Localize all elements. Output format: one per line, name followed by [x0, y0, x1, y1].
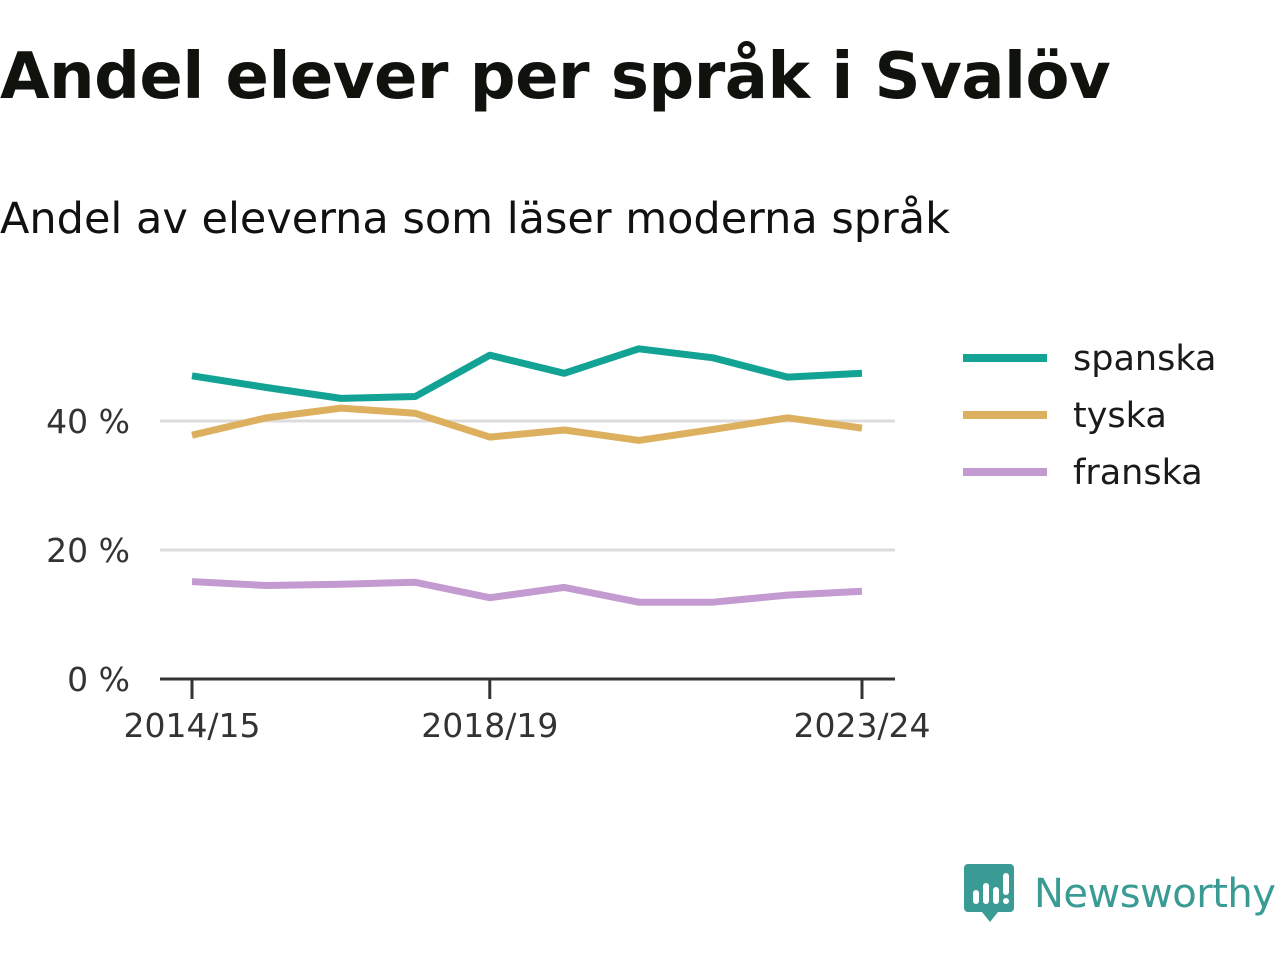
legend-label: franska [1073, 453, 1203, 493]
y-tick-label: 20 % [46, 531, 130, 570]
legend-item-tyska: tyska [963, 396, 1167, 436]
grid-lines [160, 419, 895, 552]
line-chart: 0 % 20 % 40 % 2014/15 2018/19 2023/24 spansk… [46, 339, 1216, 745]
x-tick-label: 2014/15 [123, 706, 260, 745]
logo-text: Newsworthy [1034, 871, 1276, 917]
legend-label: tyska [1073, 396, 1167, 436]
series-line-spanska [191, 345, 863, 402]
y-tick-label: 40 % [46, 402, 130, 441]
legend-label: spanska [1073, 339, 1216, 379]
series-line-franska [191, 578, 863, 606]
y-tick-label: 0 % [67, 660, 130, 699]
newsworthy-bar-chart-icon [964, 864, 1014, 922]
x-tick-label: 2023/24 [793, 706, 930, 745]
legend-item-franska: franska [963, 453, 1203, 493]
y-axis-tick-labels: 0 % 20 % 40 % [46, 402, 130, 699]
x-tick-label: 2018/19 [421, 706, 558, 745]
newsworthy-logo[interactable]: Newsworthy [964, 864, 1276, 924]
chart-title: Andel elever per språk i Svalöv [0, 40, 1111, 114]
legend-item-spanska: spanska [963, 339, 1216, 379]
x-axis-tick-labels: 2014/15 2018/19 2023/24 [123, 679, 931, 745]
legend: spanska tyska franska [963, 339, 1216, 493]
chart-subtitle: Andel av eleverna som läser moderna språ… [0, 194, 950, 244]
series-lines [191, 345, 863, 606]
series-line-tyska [191, 404, 863, 444]
